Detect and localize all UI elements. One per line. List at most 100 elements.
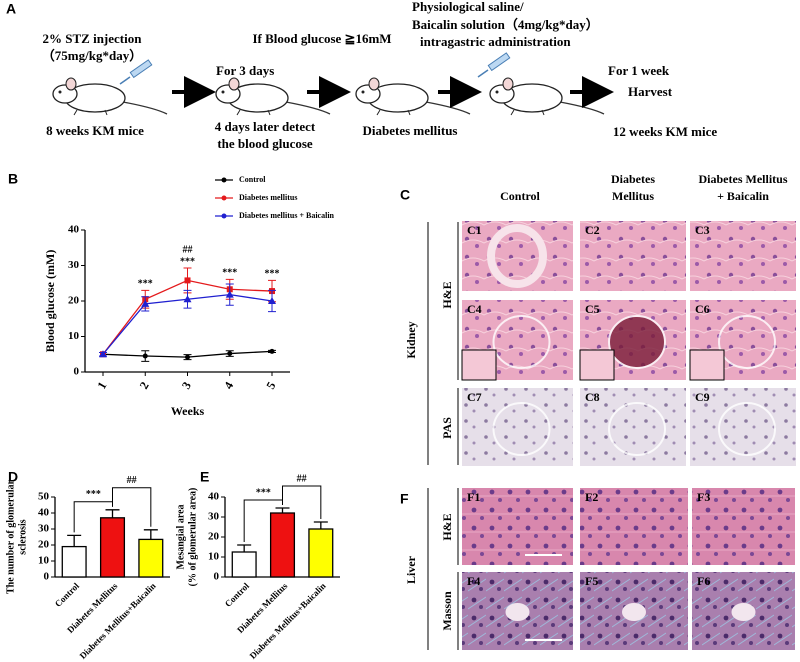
inset [579, 349, 615, 381]
step-text: （75mg/kg*day） [42, 48, 142, 63]
y-tick-label: 40 [68, 224, 80, 236]
panel-label: B [8, 171, 18, 187]
micrograph [580, 488, 688, 565]
liver-images: F1 F2 F3 F4 F5 F6 [462, 488, 795, 650]
column-header: Control [500, 189, 540, 203]
organ-label: Kidney [404, 321, 418, 358]
image-label: C4 [467, 302, 482, 316]
kidney-images: C1 C2 C3 C4 C5 C6 C7 C8 C9 [461, 221, 796, 466]
x-tick-label: Control [223, 580, 252, 609]
panel-label: A [6, 1, 16, 17]
mouse-icon [215, 77, 331, 116]
y-tick-label: 10 [208, 551, 220, 563]
panel-a: A 2% STZ injection （75mg/kg*day） For 3 d… [6, 0, 717, 151]
step-text: intragastric administration [420, 34, 571, 49]
micrograph [690, 388, 796, 466]
annotation: ## [183, 244, 193, 255]
x-tick-label: 1 [94, 379, 109, 391]
image-label: C7 [467, 390, 482, 404]
column-header: + Baicalin [717, 189, 769, 203]
bar [231, 551, 257, 578]
annotation: *** [256, 487, 271, 498]
image-label: F3 [697, 490, 710, 504]
x-axis-label: Weeks [171, 404, 205, 418]
micrograph [462, 221, 573, 291]
micrograph [580, 221, 686, 291]
image-label: F1 [467, 490, 480, 504]
x-tick-label: 3 [179, 379, 194, 391]
marker [269, 348, 275, 354]
step-text: 8 weeks KM mice [46, 123, 144, 138]
central-vein [622, 603, 646, 621]
y-tick-label: 20 [208, 531, 220, 543]
glomerulus [718, 315, 776, 369]
y-axis-label: Mesangial area [175, 504, 186, 569]
organ-label: Liver [404, 555, 418, 584]
image-label: F2 [585, 490, 598, 504]
marker [183, 295, 192, 303]
marker [99, 350, 107, 358]
inset [461, 349, 497, 381]
step-text: If Blood glucose ≧16mM [252, 31, 391, 46]
image-label: F4 [467, 574, 480, 588]
syringe-icon [119, 59, 153, 85]
y-tick-label: 50 [38, 491, 50, 503]
y-axis-label: Blood glucose (mM) [43, 250, 57, 353]
column-header: Diabetes [611, 172, 655, 186]
marker [227, 351, 233, 357]
bar [269, 512, 296, 578]
bar [61, 545, 87, 578]
glomerulus [492, 402, 551, 456]
y-tick-label: 10 [68, 330, 80, 342]
panel-c: C Control Diabetes Mellitus Diabetes Mel… [400, 172, 788, 465]
glomerulus [608, 402, 666, 456]
y-tick-label: 40 [208, 491, 220, 503]
marker [268, 297, 276, 304]
micrograph [690, 221, 796, 291]
glomerulus [718, 402, 776, 456]
column-header: Mellitus [612, 189, 654, 203]
central-vein [731, 603, 756, 621]
annotation: *** [222, 268, 237, 279]
step-text: For 1 week [608, 63, 670, 78]
y-tick-label: 10 [38, 555, 50, 567]
y-tick-label: 40 [38, 507, 50, 519]
error-bar [313, 521, 328, 529]
step-text: Diabetes mellitus [363, 123, 458, 138]
significance-bracket [282, 485, 322, 519]
annotation: *** [138, 279, 153, 290]
annotation: *** [86, 489, 101, 500]
image-label: C3 [695, 223, 710, 237]
micrograph [580, 388, 686, 466]
step-text: Harvest [628, 84, 673, 99]
mouse-icon [489, 77, 605, 116]
annotation: *** [180, 256, 195, 267]
step-text: Baicalin solution（4mg/kg*day） [412, 17, 599, 32]
image-label: C1 [467, 223, 482, 237]
micrograph [462, 488, 573, 565]
step-text: 12 weeks KM mice [613, 124, 718, 139]
x-tick-label: 2 [137, 379, 152, 391]
y-tick-label: 30 [68, 259, 80, 271]
step-text: For 3 days [216, 63, 274, 78]
annotation: *** [265, 269, 280, 280]
marker [141, 299, 150, 307]
step-text: Physiological saline/ [412, 0, 524, 14]
y-tick-label: 20 [68, 295, 80, 307]
step-text: the blood glucose [217, 136, 313, 151]
error-bar [67, 534, 82, 547]
legend-marker [221, 195, 227, 201]
mouse-icon [355, 77, 471, 116]
y-tick-label: 30 [38, 523, 50, 535]
error-bar [105, 509, 120, 518]
image-label: F5 [585, 574, 598, 588]
panel-label: E [200, 469, 209, 485]
micrograph [462, 388, 573, 466]
inset [689, 349, 725, 381]
y-tick-label: 0 [44, 571, 50, 583]
vessel [487, 224, 547, 288]
bar [99, 517, 126, 578]
annotation: ## [127, 475, 137, 486]
y-tick-label: 30 [208, 511, 220, 523]
